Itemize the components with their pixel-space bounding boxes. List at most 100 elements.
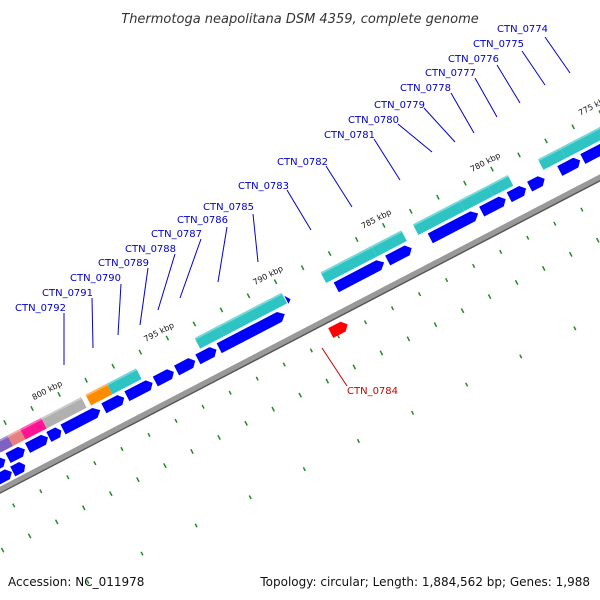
tick-mark (192, 321, 197, 327)
gene-arrow[interactable] (25, 433, 50, 453)
gene-arrow[interactable] (5, 445, 28, 464)
gene-arrow[interactable] (101, 393, 126, 414)
gene-arrow-small[interactable] (284, 294, 292, 304)
tick-mark (410, 410, 415, 415)
backbone-shadow (0, 143, 600, 515)
gene-label-ctn-0775[interactable]: CTN_0775 (473, 39, 524, 50)
tick-mark (39, 489, 43, 494)
tick-mark (519, 354, 523, 359)
gene-arrow[interactable] (174, 356, 198, 376)
cds-gray[interactable] (41, 397, 87, 429)
leader-line (325, 165, 353, 208)
gene-label-ctn-0791[interactable]: CTN_0791 (42, 288, 93, 299)
tick-mark (580, 207, 584, 212)
gene-arrow[interactable] (580, 141, 600, 164)
tick-mark (111, 363, 116, 369)
gene-label-ctn-0778[interactable]: CTN_0778 (400, 83, 451, 94)
gene-label-ctn-0788[interactable]: CTN_0788 (125, 244, 176, 255)
gene-arrow[interactable] (216, 309, 288, 354)
gene-arrow[interactable] (557, 155, 582, 176)
gene-arrow[interactable] (46, 426, 63, 442)
gene-label-ctn-0779[interactable]: CTN_0779 (374, 100, 425, 111)
leader-line (117, 283, 122, 336)
tick-mark (201, 404, 205, 409)
leader-line (544, 36, 571, 74)
tick-mark (526, 235, 530, 240)
gene-label-ctn-0786[interactable]: CTN_0786 (177, 215, 228, 226)
tick-mark (273, 279, 278, 285)
tick-mark (165, 335, 170, 341)
tick-mark (244, 420, 248, 426)
tick-mark (255, 376, 259, 381)
gene-label-ctn-0777[interactable]: CTN_0777 (425, 68, 476, 79)
cds-0775[interactable] (560, 120, 600, 159)
cds-0782[interactable] (371, 230, 407, 257)
tick-mark (12, 503, 16, 508)
gene-arrow[interactable] (10, 460, 27, 477)
gene-arrow[interactable] (124, 378, 155, 402)
gene-label-ctn-0784[interactable]: CTN_0784 (347, 386, 398, 397)
cds-0783[interactable] (320, 246, 377, 284)
tick-mark (363, 320, 368, 325)
leader-line-selected (321, 347, 348, 387)
tick-mark (571, 124, 575, 130)
tick-mark (109, 491, 113, 497)
cds-0780[interactable] (458, 185, 493, 211)
gene-label-ctn-0780[interactable]: CTN_0780 (348, 115, 399, 126)
gene-label-ctn-0785[interactable]: CTN_0785 (203, 202, 254, 213)
tick-mark (390, 306, 395, 311)
cds-0777[interactable] (537, 147, 566, 170)
cds-pink[interactable] (19, 417, 47, 440)
gene-arrow[interactable] (333, 258, 387, 293)
gene-arrow[interactable] (385, 243, 414, 266)
cds-0786[interactable] (218, 292, 288, 337)
selected-gene-ctn-0784[interactable] (328, 319, 350, 338)
gene-arrow[interactable] (427, 209, 481, 244)
tick-mark (120, 446, 124, 452)
backbone (0, 139, 600, 514)
cds-orange[interactable] (85, 383, 113, 406)
gene-label-ctn-0774[interactable]: CTN_0774 (497, 24, 548, 35)
leader-line (252, 213, 259, 263)
kbp-label: 775 kbp (577, 94, 600, 117)
row-top-highlight (0, 120, 600, 444)
tick-mark (325, 378, 330, 384)
gene-arrow[interactable] (60, 405, 103, 435)
gene-label-ctn-0792[interactable]: CTN_0792 (15, 303, 66, 314)
gene-label-ctn-0776[interactable]: CTN_0776 (448, 54, 499, 65)
tick-mark (595, 237, 600, 243)
gene-arrow[interactable] (479, 194, 508, 217)
cds-0781[interactable] (412, 200, 465, 236)
map-title: Thermotoga neapolitana DSM 4359, complet… (121, 12, 479, 27)
kbp-label: 780 kbp (469, 151, 502, 174)
gene-label-ctn-0790[interactable]: CTN_0790 (70, 273, 121, 284)
tick-mark (553, 221, 557, 226)
gene-arrow[interactable] (0, 467, 14, 485)
tick-mark (140, 551, 144, 556)
gene-arrow[interactable] (0, 455, 8, 475)
gene-label-ctn-0787[interactable]: CTN_0787 (151, 229, 202, 240)
cds-0779[interactable] (487, 174, 514, 197)
tick-mark (54, 519, 59, 525)
tick-mark (352, 364, 357, 370)
cds-0791[interactable] (106, 368, 142, 395)
gene-label-ctn-0781[interactable]: CTN_0781 (324, 130, 375, 141)
gene-arrow[interactable] (527, 174, 547, 192)
gene-arrow[interactable] (152, 367, 177, 387)
tick-mark (282, 362, 286, 367)
gene-label-ctn-0783[interactable]: CTN_0783 (238, 181, 289, 192)
cds-purple[interactable] (0, 435, 13, 453)
cds-salmon[interactable] (7, 428, 26, 447)
tick-mark (417, 292, 422, 297)
tick-mark (517, 152, 521, 158)
leader-line (450, 92, 475, 134)
cds-0788[interactable] (194, 325, 225, 349)
gene-label-ctn-0782[interactable]: CTN_0782 (277, 157, 328, 168)
gene-label-ctn-0789[interactable]: CTN_0789 (98, 258, 149, 269)
tick-mark (174, 418, 178, 424)
gene-arrow[interactable] (195, 345, 219, 365)
tick-mark (433, 322, 438, 328)
gene-arrow[interactable] (506, 184, 529, 203)
tick-mark (27, 533, 32, 539)
tick-mark (381, 222, 386, 228)
